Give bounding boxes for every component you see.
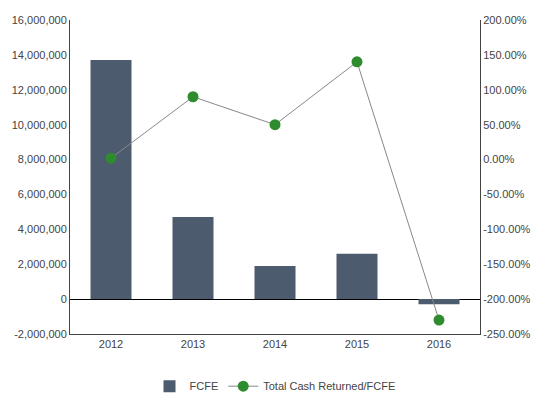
svg-text:0: 0: [61, 293, 67, 305]
svg-text:Total Cash Returned/FCFE: Total Cash Returned/FCFE: [263, 380, 395, 392]
svg-text:2015: 2015: [345, 338, 369, 350]
svg-text:2016: 2016: [427, 338, 451, 350]
svg-text:4,000,000: 4,000,000: [18, 223, 67, 235]
svg-text:-200.00%: -200.00%: [483, 293, 530, 305]
svg-text:10,000,000: 10,000,000: [12, 119, 67, 131]
svg-text:100.00%: 100.00%: [483, 84, 527, 96]
svg-text:8,000,000: 8,000,000: [18, 153, 67, 165]
svg-text:-150.00%: -150.00%: [483, 258, 530, 270]
svg-text:2012: 2012: [99, 338, 123, 350]
svg-text:-2,000,000: -2,000,000: [14, 328, 67, 340]
svg-text:-100.00%: -100.00%: [483, 223, 530, 235]
svg-text:2014: 2014: [263, 338, 287, 350]
svg-text:14,000,000: 14,000,000: [12, 49, 67, 61]
svg-text:2,000,000: 2,000,000: [18, 258, 67, 270]
svg-text:150.00%: 150.00%: [483, 49, 527, 61]
svg-text:0.00%: 0.00%: [483, 153, 514, 165]
svg-text:12,000,000: 12,000,000: [12, 84, 67, 96]
svg-text:6,000,000: 6,000,000: [18, 188, 67, 200]
svg-text:200.00%: 200.00%: [483, 14, 527, 26]
svg-text:-50.00%: -50.00%: [483, 188, 524, 200]
svg-text:-250.00%: -250.00%: [483, 328, 530, 340]
svg-text:16,000,000: 16,000,000: [12, 14, 67, 26]
svg-text:FCFE: FCFE: [190, 380, 219, 392]
svg-text:2013: 2013: [181, 338, 205, 350]
svg-text:50.00%: 50.00%: [483, 119, 521, 131]
